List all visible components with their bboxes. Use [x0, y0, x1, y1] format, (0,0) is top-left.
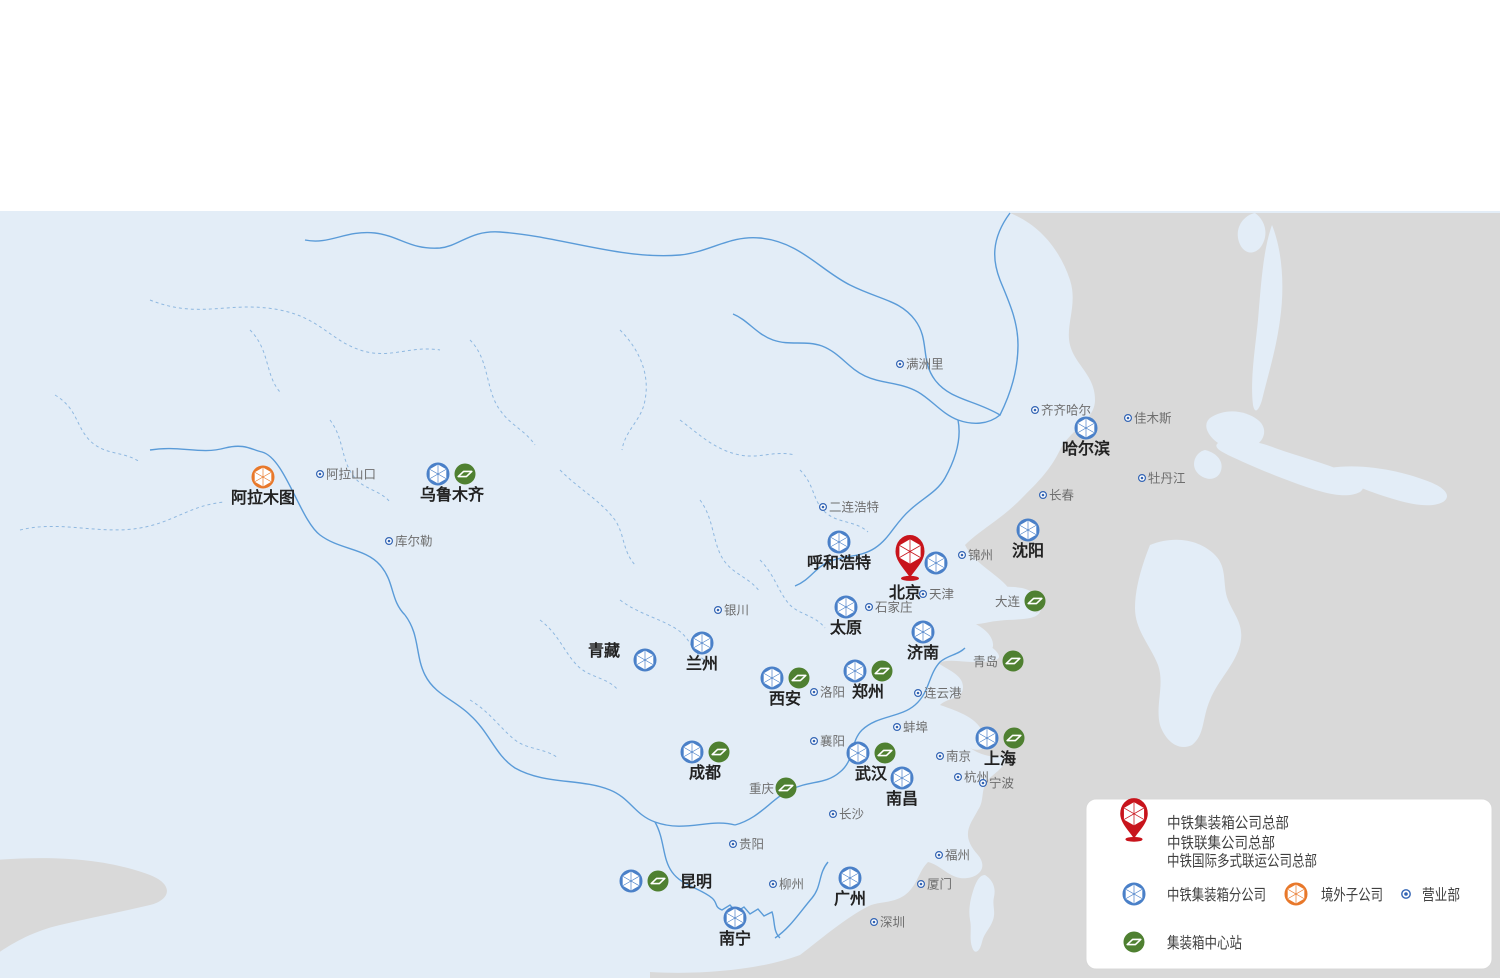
svg-text:北京: 北京: [889, 583, 921, 602]
svg-text:境外子公司: 境外子公司: [1321, 885, 1383, 904]
svg-text:大连: 大连: [995, 594, 1021, 609]
svg-text:青藏: 青藏: [588, 641, 620, 660]
svg-text:贵阳: 贵阳: [739, 838, 764, 852]
svg-text:集装箱中心站: 集装箱中心站: [1167, 934, 1242, 952]
svg-text:上海: 上海: [984, 749, 1016, 768]
svg-text:福州: 福州: [945, 848, 970, 863]
svg-text:阿拉山口: 阿拉山口: [326, 467, 376, 482]
svg-text:洛阳: 洛阳: [820, 685, 845, 700]
svg-text:满洲里: 满洲里: [906, 358, 944, 372]
svg-text:银川: 银川: [724, 604, 749, 618]
svg-text:呼和浩特: 呼和浩特: [807, 553, 871, 572]
svg-text:昆明: 昆明: [680, 873, 712, 891]
svg-text:库尔勒: 库尔勒: [395, 534, 433, 549]
svg-text:青岛: 青岛: [973, 654, 998, 669]
svg-text:南昌: 南昌: [886, 789, 918, 808]
svg-text:长春: 长春: [1049, 489, 1075, 503]
svg-text:中铁集装箱分公司: 中铁集装箱分公司: [1167, 886, 1266, 904]
svg-text:连云港: 连云港: [924, 686, 962, 701]
svg-text:中铁国际多式联运公司总部: 中铁国际多式联运公司总部: [1167, 852, 1317, 870]
svg-text:成都: 成都: [689, 763, 721, 782]
svg-text:佳木斯: 佳木斯: [1134, 412, 1172, 426]
svg-text:中铁联集公司总部: 中铁联集公司总部: [1167, 834, 1275, 852]
svg-text:中铁集装箱公司总部: 中铁集装箱公司总部: [1167, 814, 1289, 832]
svg-text:厦门: 厦门: [927, 877, 952, 892]
svg-text:宁波: 宁波: [989, 776, 1015, 791]
svg-text:长沙: 长沙: [839, 808, 865, 822]
svg-text:齐齐哈尔: 齐齐哈尔: [1041, 403, 1091, 418]
svg-text:重庆: 重庆: [749, 781, 775, 796]
svg-text:蚌埠: 蚌埠: [903, 721, 928, 735]
svg-text:兰州: 兰州: [686, 654, 718, 673]
svg-text:广州: 广州: [834, 889, 866, 908]
svg-text:襄阳: 襄阳: [820, 734, 845, 749]
svg-text:济南: 济南: [907, 643, 939, 662]
svg-text:哈尔滨: 哈尔滨: [1062, 439, 1110, 458]
svg-text:郑州: 郑州: [852, 682, 884, 701]
svg-text:乌鲁木齐: 乌鲁木齐: [420, 485, 485, 504]
svg-text:天津: 天津: [929, 588, 954, 602]
svg-text:柳州: 柳州: [779, 878, 804, 892]
svg-text:二连浩特: 二连浩特: [829, 500, 879, 515]
svg-text:南宁: 南宁: [719, 929, 751, 948]
svg-text:武汉: 武汉: [855, 764, 888, 783]
svg-text:锦州: 锦州: [968, 549, 993, 563]
svg-text:深圳: 深圳: [880, 916, 905, 930]
svg-text:阿拉木图: 阿拉木图: [231, 488, 295, 507]
svg-text:牡丹江: 牡丹江: [1148, 472, 1186, 486]
svg-text:营业部: 营业部: [1422, 886, 1460, 904]
svg-text:太原: 太原: [829, 618, 862, 637]
svg-text:西安: 西安: [769, 689, 801, 708]
svg-text:南京: 南京: [946, 749, 971, 764]
svg-text:沈阳: 沈阳: [1012, 541, 1044, 560]
